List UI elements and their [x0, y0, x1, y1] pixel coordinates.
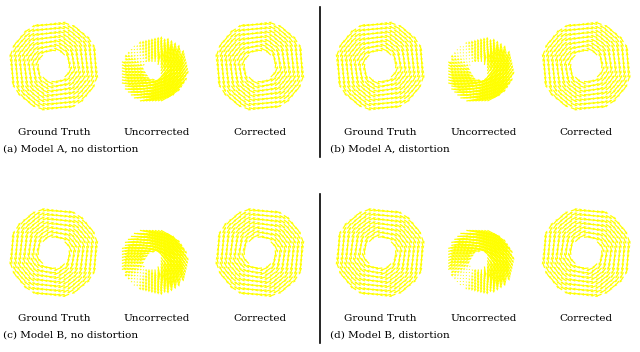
- Text: Ground Truth: Ground Truth: [344, 314, 417, 323]
- Text: Corrected: Corrected: [233, 128, 287, 137]
- Text: Uncorrected: Uncorrected: [124, 314, 190, 323]
- Text: (b) Model A, distortion: (b) Model A, distortion: [330, 144, 449, 153]
- Text: Corrected: Corrected: [559, 314, 613, 323]
- Text: Ground Truth: Ground Truth: [344, 128, 417, 137]
- Text: Ground Truth: Ground Truth: [17, 128, 90, 137]
- Text: Ground Truth: Ground Truth: [17, 314, 90, 323]
- Text: Corrected: Corrected: [559, 128, 613, 137]
- Text: Uncorrected: Uncorrected: [450, 314, 516, 323]
- Text: Corrected: Corrected: [233, 314, 287, 323]
- Text: (c) Model B, no distortion: (c) Model B, no distortion: [3, 331, 138, 340]
- Text: Uncorrected: Uncorrected: [450, 128, 516, 137]
- Text: (d) Model B, distortion: (d) Model B, distortion: [330, 331, 449, 340]
- Text: Uncorrected: Uncorrected: [124, 128, 190, 137]
- Text: (a) Model A, no distortion: (a) Model A, no distortion: [3, 144, 139, 153]
